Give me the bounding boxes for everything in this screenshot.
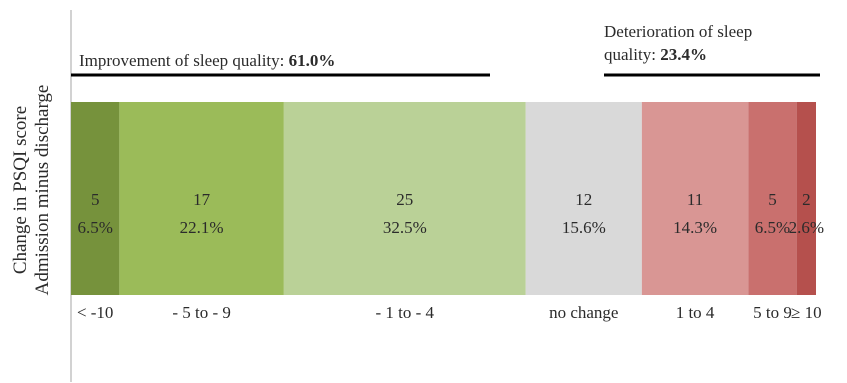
y-axis-title: Change in PSQI score Admission minus dis…	[4, 10, 60, 370]
improvement-value: 61.0%	[288, 51, 336, 70]
bar-percent-label: 14.3%	[673, 218, 717, 237]
bar-2	[283, 102, 526, 295]
deterioration-label-line-1: Deterioration of sleep	[604, 22, 753, 41]
y-axis-title-line-1: Change in PSQI score	[10, 105, 31, 275]
category-tick-label: < -10	[77, 303, 114, 322]
category-tick-label: ≥ 10	[791, 303, 822, 322]
category-tick-label: - 5 to - 9	[172, 303, 231, 322]
category-tick-label: 1 to 4	[676, 303, 715, 322]
bar-0	[71, 102, 120, 295]
bar-count-label: 17	[193, 190, 211, 209]
bar-5	[748, 102, 797, 295]
category-tick-label: no change	[549, 303, 618, 322]
bar-count-label: 5	[91, 190, 100, 209]
improvement-annotation: Improvement of sleep quality: 61.0%	[79, 49, 335, 72]
bar-percent-label: 6.5%	[755, 218, 790, 237]
bar-1	[119, 102, 284, 295]
bar-count-label: 12	[575, 190, 592, 209]
improvement-label: Improvement of sleep quality:	[79, 51, 289, 70]
category-tick-label: 5 to 9	[753, 303, 792, 322]
bar-count-label: 2	[802, 190, 811, 209]
deterioration-label-line-2: quality:	[604, 45, 661, 64]
bar-3	[525, 102, 642, 295]
bar-count-label: 25	[396, 190, 413, 209]
y-axis-title-line-2: Admission minus discharge	[32, 84, 53, 296]
bar-percent-label: 15.6%	[562, 218, 606, 237]
bar-percent-label: 32.5%	[383, 218, 427, 237]
bar-count-label: 5	[768, 190, 777, 209]
deterioration-annotation: Deterioration of sleep quality: 23.4%	[604, 20, 752, 66]
bar-4	[641, 102, 749, 295]
bar-percent-label: 6.5%	[77, 218, 112, 237]
bar-count-label: 11	[687, 190, 703, 209]
category-tick-label: - 1 to - 4	[376, 303, 435, 322]
deterioration-value: 23.4%	[660, 45, 707, 64]
bar-percent-label: 22.1%	[180, 218, 224, 237]
bar-6	[796, 102, 816, 295]
bar-percent-label: 2.6%	[789, 218, 824, 237]
